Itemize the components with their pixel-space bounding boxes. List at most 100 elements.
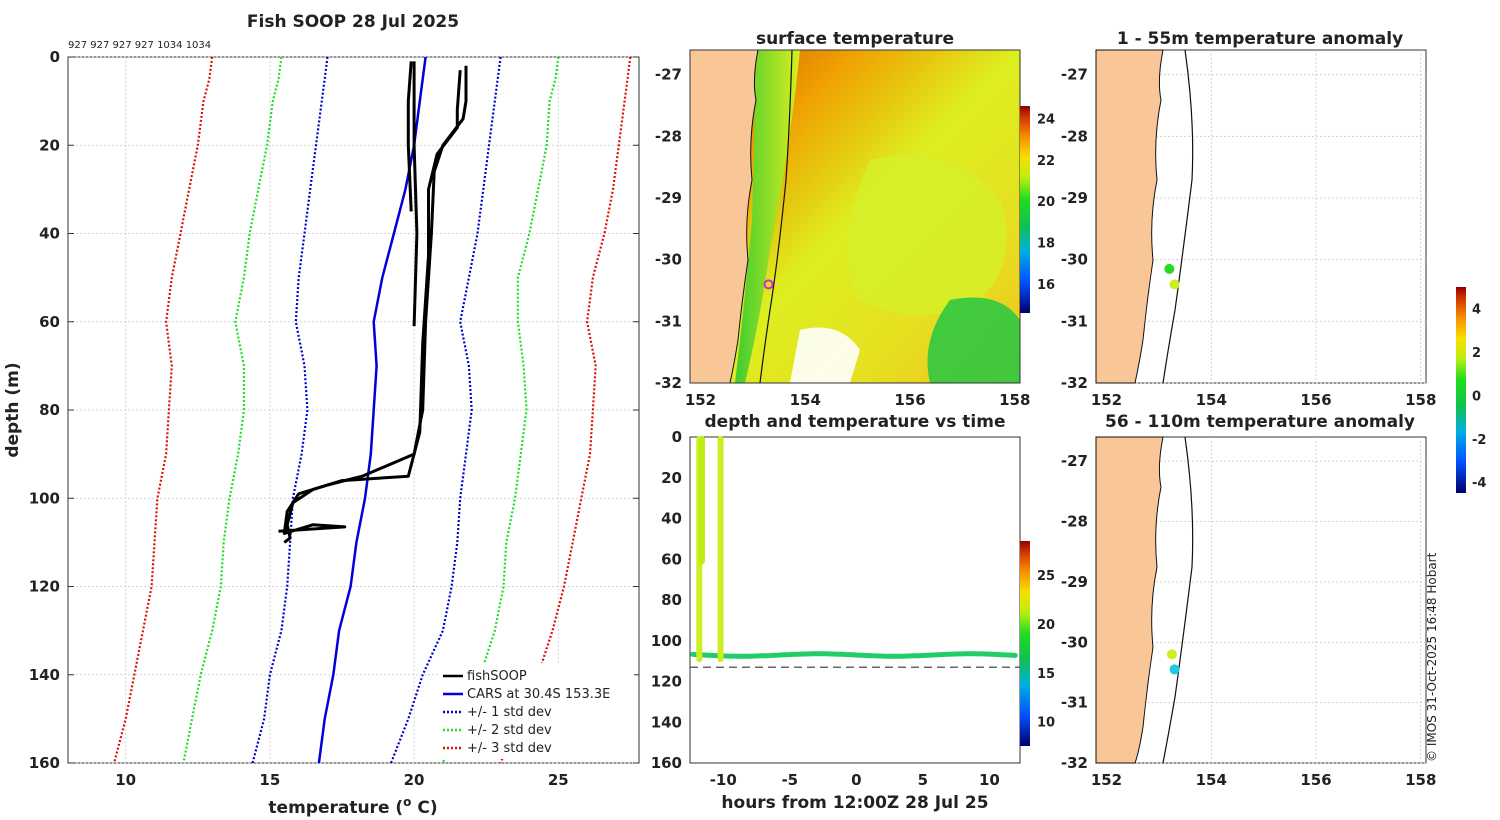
profile-xtick: 15 [259, 771, 280, 789]
anomaly-colorbar [1456, 287, 1466, 493]
sst-ytick: -27 [655, 66, 682, 84]
anomaly-colorbar-tick: 2 [1472, 346, 1481, 361]
legend-sd1: +/- 1 std dev [467, 705, 552, 720]
profile-panel: 10 15 20 25 0 20 40 60 80 100 120 140 160 Fish SOOP … [3, 12, 640, 818]
legend-sd3: +/- 3 std dev [467, 741, 552, 756]
time-title: depth and temperature vs time [705, 412, 1006, 432]
profile-lines [113, 56, 632, 764]
sst-colorbar-tick: 18 [1037, 237, 1055, 252]
profile-ticks: 10 15 20 25 0 20 40 60 80 100 120 140 160 [29, 48, 569, 789]
anomaly-deep-panel: 152 154 156 158 -27 -28 -29 -30 -31 -32 56 - 110m… [1061, 412, 1437, 789]
anom-shallow-ytick: -28 [1061, 127, 1088, 145]
profile-ytick: 60 [39, 313, 60, 331]
profile-ylabel: depth (m) [3, 362, 23, 457]
time-ytick: 80 [661, 591, 682, 609]
sst-ytick: -31 [655, 312, 682, 330]
anom-deep-ticks: 152 154 156 158 -27 -28 -29 -30 -31 -32 [1061, 452, 1437, 789]
time-xtick: -5 [781, 771, 798, 789]
profile-xtick: 20 [404, 771, 425, 789]
profile-ytick: 140 [29, 666, 60, 684]
time-ytick: 120 [651, 673, 682, 691]
profile-ytick: 120 [29, 578, 60, 596]
sst-colorbar-tick: 16 [1037, 278, 1055, 293]
anom-shallow-ytick: -32 [1061, 374, 1088, 392]
time-ytick: 40 [661, 510, 682, 528]
profile-fishsoop-2 [412, 61, 419, 327]
anom-shallow-xtick: 156 [1300, 391, 1331, 409]
profile-sd2-high [441, 56, 560, 764]
sst-land [690, 50, 758, 383]
anom-deep-xtick: 158 [1405, 771, 1436, 789]
profile-sd1-low [251, 56, 329, 764]
time-colorbar-ticks: 25 20 15 10 [1037, 569, 1055, 730]
profile-sd3-high [499, 56, 632, 764]
sst-cool-eddy [847, 155, 1007, 315]
profile-xlabel-end: C) [411, 798, 437, 818]
anom-deep-point-1 [1166, 649, 1177, 660]
anom-shallow-ytick: -30 [1061, 251, 1088, 269]
profile-title: Fish SOOP 28 Jul 2025 [247, 12, 459, 32]
profile-legend: fishSOOP CARS at 30.4S 153.3E +/- 1 std … [438, 663, 634, 759]
profile-ytick: 0 [50, 48, 60, 66]
time-colorbar-tick: 10 [1037, 716, 1055, 731]
anom-shallow-ticks: 152 154 156 158 -27 -28 -29 -30 -31 -32 [1061, 66, 1437, 409]
anomaly-colorbar-tick: -4 [1472, 476, 1486, 491]
time-xtick: -10 [710, 771, 737, 789]
time-series [690, 436, 1020, 668]
sst-ytick: -29 [655, 189, 682, 207]
time-ytick: 160 [651, 754, 682, 772]
time-colorbar-tick: 25 [1037, 569, 1055, 584]
sst-title: surface temperature [756, 29, 954, 49]
anom-deep-land [1095, 436, 1164, 764]
time-ytick: 100 [651, 632, 682, 650]
anomaly-colorbar-tick: 0 [1472, 389, 1481, 404]
profile-subtitle: 927 927 927 927 1034 1034 [68, 40, 211, 51]
anomaly-colorbar-ticks: 4 2 0 -2 -4 [1472, 303, 1486, 491]
sst-colorbar-tick: 22 [1037, 154, 1055, 169]
anom-shallow-point-2 [1169, 279, 1180, 290]
time-xlabel: hours from 12:00Z 28 Jul 25 [721, 793, 988, 813]
sst-cloud-gap [790, 327, 860, 383]
profile-ytick: 100 [29, 489, 60, 507]
profile-xlabel: temperature (o C) [268, 795, 437, 818]
time-xtick: 10 [979, 771, 1000, 789]
time-bottom-series [690, 651, 1018, 659]
anom-deep-ytick: -32 [1061, 754, 1088, 772]
anom-shallow-ytick: -31 [1061, 312, 1088, 330]
sst-coastline [729, 50, 759, 383]
anom-deep-point-2 [1169, 664, 1180, 675]
profile-fishsoop-4 [283, 70, 462, 544]
anom-shallow-point-1 [1164, 263, 1175, 274]
anom-deep-xtick: 156 [1300, 771, 1331, 789]
time-ytick: 0 [672, 428, 682, 446]
anom-shallow-isobath [1162, 49, 1194, 384]
time-ytick: 140 [651, 713, 682, 731]
time-xtick: 0 [851, 771, 861, 789]
anom-deep-points [1166, 649, 1180, 675]
legend-cars: CARS at 30.4S 153.3E [467, 687, 610, 702]
sst-coastal-strip [735, 50, 800, 383]
legend-fish: fishSOOP [467, 669, 527, 684]
anom-shallow-ytick: -29 [1061, 189, 1088, 207]
time-axes-box [689, 436, 1021, 764]
anom-deep-title: 56 - 110m temperature anomaly [1105, 412, 1415, 432]
watermark: © IMOS 31-Oct-2025 16:48 Hobart [1425, 552, 1439, 762]
anom-deep-isobath [1162, 436, 1194, 764]
anomaly-shallow-panel: 152 154 156 158 -27 -28 -29 -30 -31 -32 1 - 55m t… [1061, 29, 1437, 409]
sst-station-marker [763, 279, 774, 290]
anom-shallow-points [1164, 263, 1180, 290]
sst-map-image [690, 50, 1020, 383]
anomaly-colorbar-tick: 4 [1472, 303, 1481, 318]
anom-deep-xtick: 154 [1196, 771, 1227, 789]
anom-deep-grid [1096, 437, 1426, 764]
sst-ticks: 152 154 156 158 -27 -28 -29 -30 -31 -32 [655, 66, 1031, 409]
profile-fishsoop-1 [406, 61, 413, 212]
time-xtick: 5 [918, 771, 928, 789]
sst-xtick: 158 [999, 391, 1030, 409]
profile-xtick: 25 [548, 771, 569, 789]
profile-ytick: 20 [39, 136, 60, 154]
profile-ytick: 160 [29, 754, 60, 772]
